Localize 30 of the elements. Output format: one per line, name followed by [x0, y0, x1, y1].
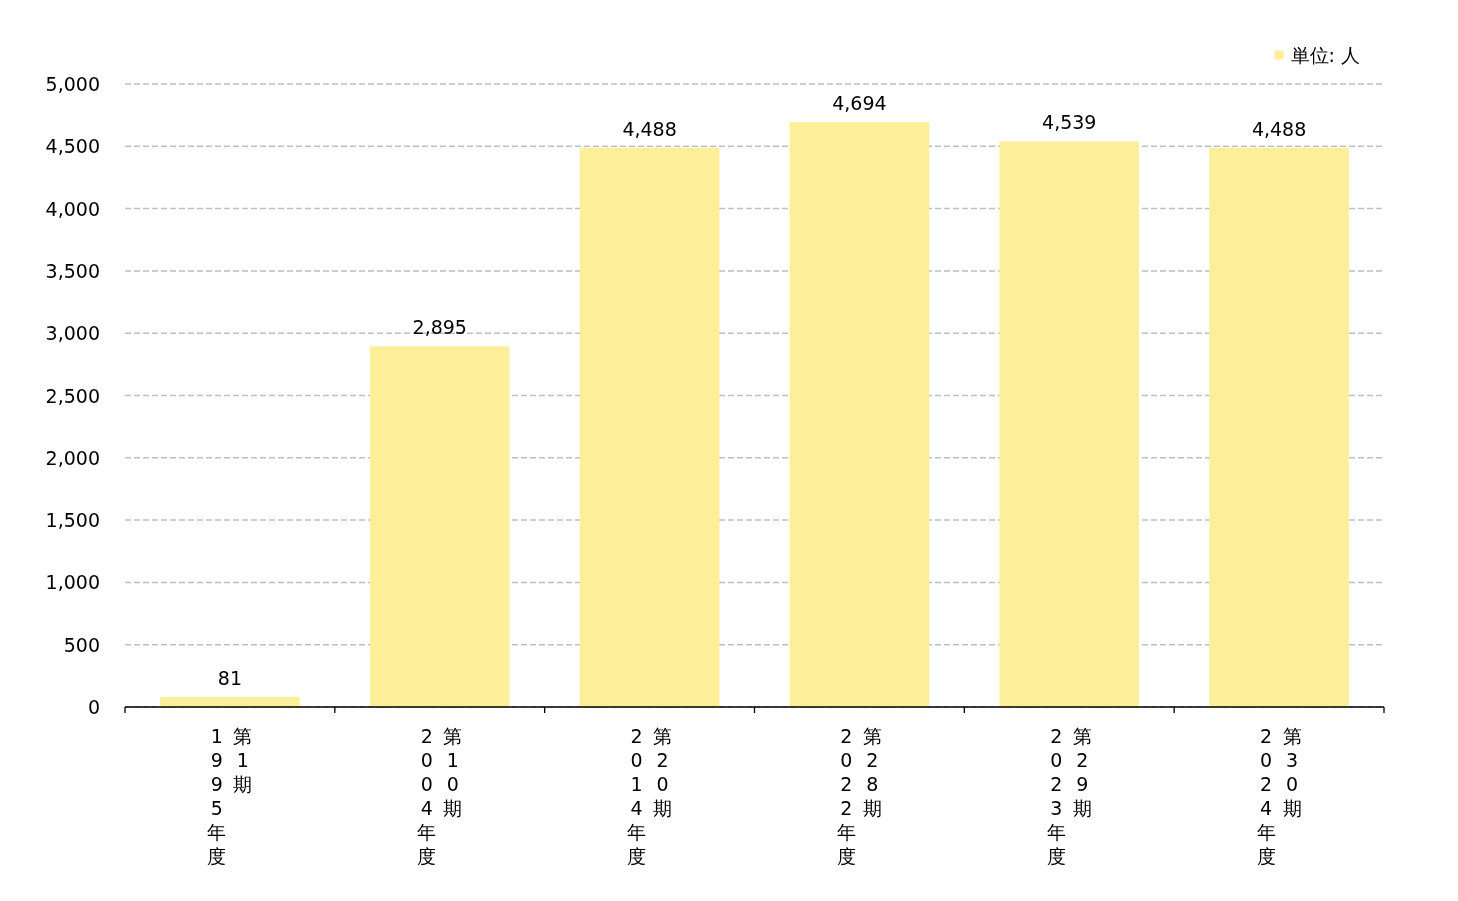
category-label: 2023年度第29期 — [1046, 725, 1092, 867]
y-tick-label: 2,000 — [45, 446, 100, 469]
y-tick-label: 0 — [87, 696, 100, 718]
category-label: 2022年度第28期 — [836, 725, 882, 867]
bar — [789, 122, 930, 707]
y-tick-label: 4,000 — [45, 197, 100, 220]
bar — [1209, 147, 1349, 707]
category-label: 2004年度第10期 — [417, 725, 463, 867]
y-tick-label: 3,000 — [45, 322, 100, 345]
bar — [369, 346, 510, 707]
data-label: 4,488 — [622, 117, 677, 140]
category-label: 2014年度第20期 — [627, 725, 673, 867]
y-tick-label: 1,000 — [45, 571, 100, 594]
y-tick-label: 500 — [63, 633, 100, 656]
data-label: 4,488 — [1251, 117, 1307, 140]
legend: 単位: 人 — [1274, 44, 1360, 66]
bar — [999, 141, 1140, 707]
category-label: 2024年度第30期 — [1256, 725, 1302, 867]
data-label: 4,694 — [832, 92, 887, 115]
y-tick-label: 2,500 — [45, 384, 100, 407]
data-label: 2,895 — [412, 316, 467, 339]
y-tick-label: 5,000 — [45, 73, 100, 95]
legend-label: 単位: 人 — [1290, 44, 1360, 66]
y-tick-label: 4,500 — [45, 135, 100, 158]
category-label: 1995年度第1期 — [207, 725, 253, 867]
data-label: 4,539 — [1042, 111, 1097, 134]
data-label: 81 — [217, 666, 243, 689]
y-tick-label: 3,500 — [45, 259, 100, 282]
bar — [579, 147, 720, 707]
y-tick-label: 1,500 — [45, 509, 100, 532]
